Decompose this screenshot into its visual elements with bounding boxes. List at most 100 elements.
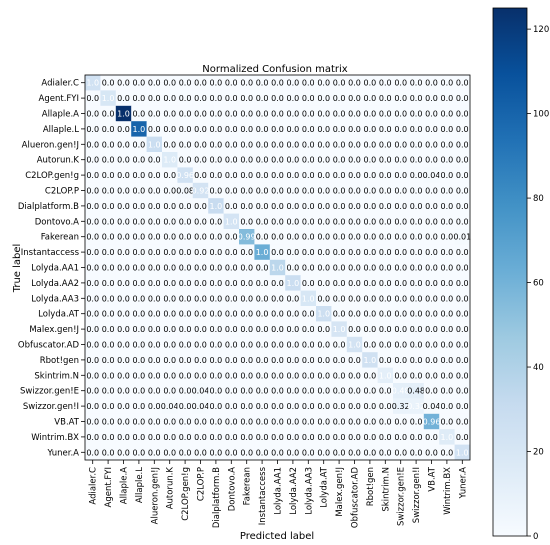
cell-value-label: 1.0 bbox=[102, 94, 115, 103]
cell-value-label: 0.0 bbox=[256, 110, 269, 119]
heatmap-cell bbox=[177, 182, 194, 199]
heatmap-cell bbox=[439, 167, 455, 184]
cell-value-label: 0.0 bbox=[410, 110, 423, 119]
cell-value-label: 0.0 bbox=[194, 356, 207, 365]
heatmap-cell bbox=[377, 383, 394, 399]
cell-value-label: 0.0 bbox=[86, 387, 99, 396]
heatmap-cell bbox=[316, 198, 332, 214]
heatmap-cell bbox=[239, 444, 255, 461]
cell-value-label: 0.0 bbox=[302, 140, 315, 149]
heatmap-cell bbox=[393, 121, 409, 137]
cell-value-label: 0.0 bbox=[287, 418, 300, 427]
cell-value-label: 1.0 bbox=[302, 294, 315, 303]
heatmap-cell bbox=[115, 275, 132, 291]
heatmap-cell bbox=[146, 229, 163, 245]
heatmap-cell bbox=[269, 198, 286, 214]
heatmap-cell bbox=[254, 352, 271, 368]
cell-value-label: 0.0 bbox=[102, 202, 115, 211]
cell-value-label: 0.0 bbox=[441, 125, 454, 134]
cell-value-label: 0.0 bbox=[194, 110, 207, 119]
heatmap-cell bbox=[239, 229, 255, 245]
heatmap-cell bbox=[454, 352, 471, 368]
heatmap-cell bbox=[423, 321, 440, 338]
heatmap-cell bbox=[254, 275, 271, 291]
heatmap-cell bbox=[300, 167, 317, 184]
heatmap-cell bbox=[208, 90, 224, 107]
cell-value-label: 0.0 bbox=[271, 433, 284, 442]
cell-value-label: 0.0 bbox=[456, 171, 469, 180]
heatmap-cell bbox=[377, 367, 394, 384]
cell-value-label: 0.0 bbox=[394, 140, 407, 149]
cell-value-label: 0.0 bbox=[379, 187, 392, 196]
cell-value-label: 0.0 bbox=[317, 140, 330, 149]
cell-value-label: 0.0 bbox=[225, 279, 238, 288]
heatmap-cell bbox=[285, 182, 301, 199]
cell-value-label: 0.0 bbox=[441, 448, 454, 457]
cell-value-label: 0.0 bbox=[271, 94, 284, 103]
cell-value-label: 0.0 bbox=[271, 171, 284, 180]
cell-value-label: 0.0 bbox=[86, 294, 99, 303]
heatmap-cell bbox=[115, 90, 132, 107]
heatmap-cell bbox=[316, 413, 332, 430]
cell-value-label: 0.0 bbox=[379, 202, 392, 211]
cell-value-label: 0.0 bbox=[425, 217, 438, 226]
heatmap-cell bbox=[100, 306, 117, 322]
cell-value-label: 0.0 bbox=[179, 79, 192, 88]
heatmap-cell bbox=[454, 182, 471, 199]
cell-value-label: 0.0 bbox=[287, 187, 300, 196]
heatmap-cell bbox=[454, 336, 471, 353]
heatmap-cell bbox=[300, 444, 317, 461]
y-tick-label: Agent.FYI bbox=[39, 94, 79, 104]
cell-value-label: 0.0 bbox=[364, 248, 377, 257]
cell-value-label: 0.0 bbox=[317, 325, 330, 334]
heatmap-cell bbox=[454, 290, 471, 307]
heatmap-cell bbox=[408, 306, 425, 322]
heatmap-cell bbox=[423, 398, 440, 415]
cell-value-label: 0.0 bbox=[348, 171, 361, 180]
heatmap-cell bbox=[300, 413, 317, 430]
heatmap-cell bbox=[239, 182, 255, 199]
heatmap-cell bbox=[423, 90, 440, 107]
heatmap-cell bbox=[146, 213, 163, 230]
heatmap-cell bbox=[439, 290, 455, 307]
cell-value-label: 0.0 bbox=[194, 125, 207, 134]
heatmap-cell bbox=[408, 105, 425, 122]
cell-value-label: 0.0 bbox=[225, 356, 238, 365]
cell-value-label: 0.0 bbox=[102, 264, 115, 273]
cell-value-label: 0.0 bbox=[317, 279, 330, 288]
heatmap-cell bbox=[331, 105, 348, 122]
cell-value-label: 0.0 bbox=[256, 187, 269, 196]
heatmap-cell bbox=[439, 429, 455, 445]
cell-value-label: 0.0 bbox=[364, 202, 377, 211]
cell-value-label: 0.0 bbox=[179, 202, 192, 211]
heatmap-cell bbox=[223, 275, 240, 291]
cell-value-label: 0.0 bbox=[410, 187, 423, 196]
heatmap-cell bbox=[393, 213, 409, 230]
heatmap-cell bbox=[177, 429, 194, 445]
cell-value-label: 0.0 bbox=[163, 79, 176, 88]
heatmap-cell bbox=[285, 383, 301, 399]
heatmap-cell bbox=[208, 259, 224, 276]
heatmap-cell bbox=[223, 182, 240, 199]
heatmap-cell bbox=[131, 275, 147, 291]
heatmap-cell bbox=[362, 229, 378, 245]
cell-value-label: 0.0 bbox=[348, 418, 361, 427]
cell-value-label: 0.0 bbox=[379, 264, 392, 273]
heatmap-cell bbox=[316, 152, 332, 168]
heatmap-cell bbox=[177, 75, 194, 91]
heatmap-cell bbox=[192, 167, 209, 184]
cell-value-label: 0.0 bbox=[425, 341, 438, 350]
heatmap-cell bbox=[346, 383, 363, 399]
heatmap-cell bbox=[223, 75, 240, 91]
cell-value-label: 0.0 bbox=[394, 418, 407, 427]
heatmap-cell bbox=[208, 198, 224, 214]
heatmap-cell bbox=[423, 213, 440, 230]
heatmap-cell bbox=[192, 306, 209, 322]
heatmap-cell bbox=[208, 398, 224, 415]
heatmap-cell bbox=[239, 152, 255, 168]
heatmap-cell bbox=[408, 429, 425, 445]
heatmap-cell bbox=[254, 398, 271, 415]
y-tick-label: Obfuscator.AD bbox=[18, 341, 80, 351]
heatmap-cell bbox=[254, 182, 271, 199]
cell-value-label: 0.0 bbox=[456, 418, 469, 427]
